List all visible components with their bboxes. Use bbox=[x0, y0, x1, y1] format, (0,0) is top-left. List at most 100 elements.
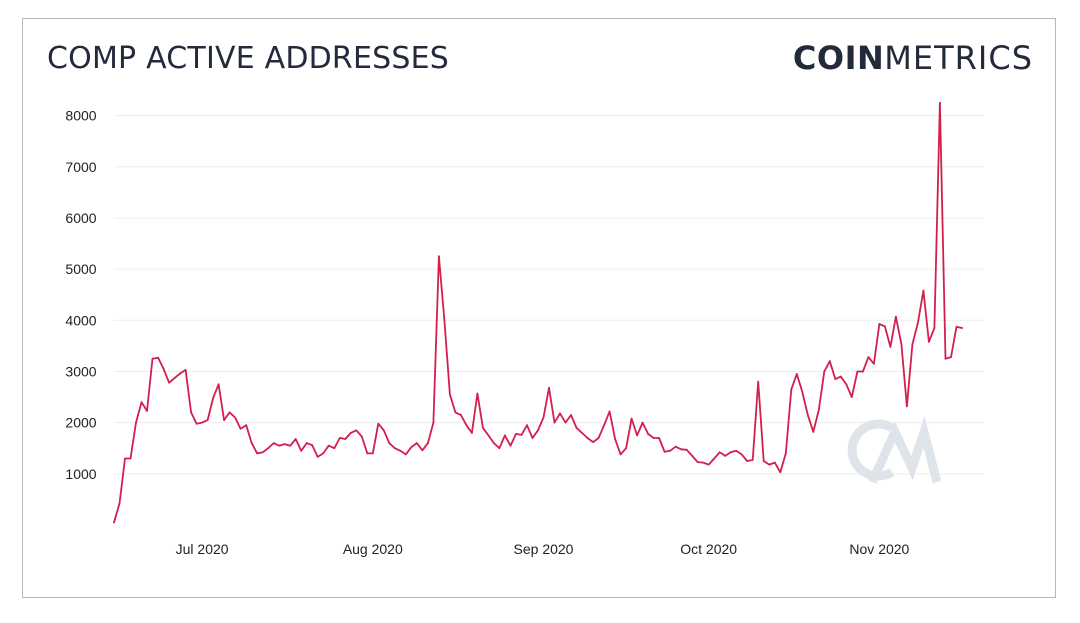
data-point bbox=[184, 369, 187, 371]
data-point bbox=[762, 460, 765, 462]
data-point bbox=[586, 437, 589, 439]
data-point bbox=[449, 393, 451, 396]
data-point bbox=[344, 438, 347, 440]
data-point bbox=[382, 429, 385, 432]
data-point bbox=[658, 437, 660, 439]
data-point bbox=[427, 442, 429, 444]
data-point bbox=[118, 502, 121, 505]
data-point bbox=[922, 289, 925, 292]
x-tick-label: Aug 2020 bbox=[343, 541, 403, 557]
y-tick-label: 8000 bbox=[65, 108, 96, 124]
data-point bbox=[895, 315, 897, 318]
data-point bbox=[845, 383, 848, 386]
data-point bbox=[482, 426, 484, 429]
data-point bbox=[349, 432, 352, 434]
data-point bbox=[146, 410, 148, 412]
data-point bbox=[884, 325, 886, 328]
data-point bbox=[680, 448, 683, 451]
data-point bbox=[377, 422, 380, 425]
data-point bbox=[779, 471, 782, 474]
data-point bbox=[944, 357, 947, 360]
chart-card: COMP ACTIVE ADDRESSES COINMETRICS bbox=[22, 18, 1056, 598]
data-point bbox=[327, 444, 330, 447]
data-point bbox=[135, 421, 137, 424]
data-point bbox=[806, 414, 809, 416]
data-point bbox=[878, 323, 881, 325]
data-point bbox=[674, 445, 677, 448]
data-point bbox=[614, 438, 616, 440]
data-point bbox=[311, 444, 314, 447]
data-point bbox=[487, 434, 490, 437]
data-point bbox=[283, 443, 286, 445]
data-point bbox=[300, 449, 303, 452]
data-point bbox=[768, 463, 771, 466]
data-point bbox=[509, 444, 512, 447]
data-point bbox=[515, 433, 517, 435]
data-point bbox=[129, 457, 132, 460]
grid-lines bbox=[114, 115, 984, 475]
data-point bbox=[179, 372, 182, 375]
data-point bbox=[250, 442, 253, 444]
data-point bbox=[928, 340, 930, 343]
data-point bbox=[718, 451, 721, 454]
data-point bbox=[625, 447, 627, 450]
data-point bbox=[465, 424, 468, 427]
data-point bbox=[757, 380, 760, 383]
data-point bbox=[393, 447, 396, 450]
data-point bbox=[272, 442, 275, 444]
data-point bbox=[173, 377, 176, 379]
data-point bbox=[862, 370, 864, 373]
data-point bbox=[564, 421, 567, 424]
x-tick-label: Jul 2020 bbox=[176, 541, 229, 557]
data-point bbox=[305, 442, 308, 444]
data-point bbox=[493, 442, 495, 444]
data-point bbox=[933, 327, 936, 329]
data-point bbox=[537, 429, 539, 432]
data-point bbox=[399, 449, 402, 452]
data-point bbox=[388, 442, 391, 444]
data-point bbox=[228, 411, 231, 414]
data-point bbox=[476, 392, 479, 395]
data-point bbox=[404, 453, 407, 456]
data-point bbox=[333, 447, 336, 450]
y-tick-label: 3000 bbox=[65, 363, 96, 379]
data-point bbox=[140, 401, 143, 404]
data-point bbox=[542, 416, 545, 419]
data-point bbox=[124, 457, 126, 460]
series-line bbox=[113, 101, 963, 524]
x-axis: Jul 2020 Aug 2020 Sep 2020 Oct 2020 Nov 2020 bbox=[176, 541, 910, 557]
data-point bbox=[939, 101, 941, 104]
data-point bbox=[570, 414, 572, 416]
data-point bbox=[157, 356, 160, 359]
data-point bbox=[278, 444, 281, 447]
data-point bbox=[955, 326, 958, 328]
data-point bbox=[212, 397, 215, 399]
data-point bbox=[559, 412, 561, 415]
data-point bbox=[421, 449, 424, 452]
data-point bbox=[729, 451, 732, 454]
data-point bbox=[889, 346, 892, 348]
data-point bbox=[294, 438, 297, 440]
y-axis: 1000 2000 3000 4000 5000 6000 7000 8000 bbox=[65, 108, 96, 482]
chart-title: COMP ACTIVE ADDRESSES bbox=[47, 41, 450, 76]
data-point bbox=[839, 375, 842, 378]
data-point bbox=[234, 416, 237, 419]
y-tick-label: 2000 bbox=[65, 415, 96, 431]
data-point bbox=[322, 452, 325, 455]
data-point bbox=[773, 461, 776, 464]
data-point bbox=[415, 442, 418, 444]
data-point bbox=[652, 437, 655, 439]
data-point bbox=[223, 419, 226, 421]
x-tick-label: Nov 2020 bbox=[849, 541, 909, 557]
data-point bbox=[713, 457, 716, 460]
data-point bbox=[597, 437, 600, 439]
data-point bbox=[371, 452, 374, 455]
data-point bbox=[641, 421, 644, 424]
brand-logo-bold: COIN bbox=[792, 39, 885, 77]
data-point bbox=[691, 455, 694, 457]
data-point bbox=[834, 378, 837, 380]
data-point bbox=[261, 451, 264, 454]
data-point bbox=[520, 434, 523, 436]
data-point bbox=[724, 455, 727, 457]
